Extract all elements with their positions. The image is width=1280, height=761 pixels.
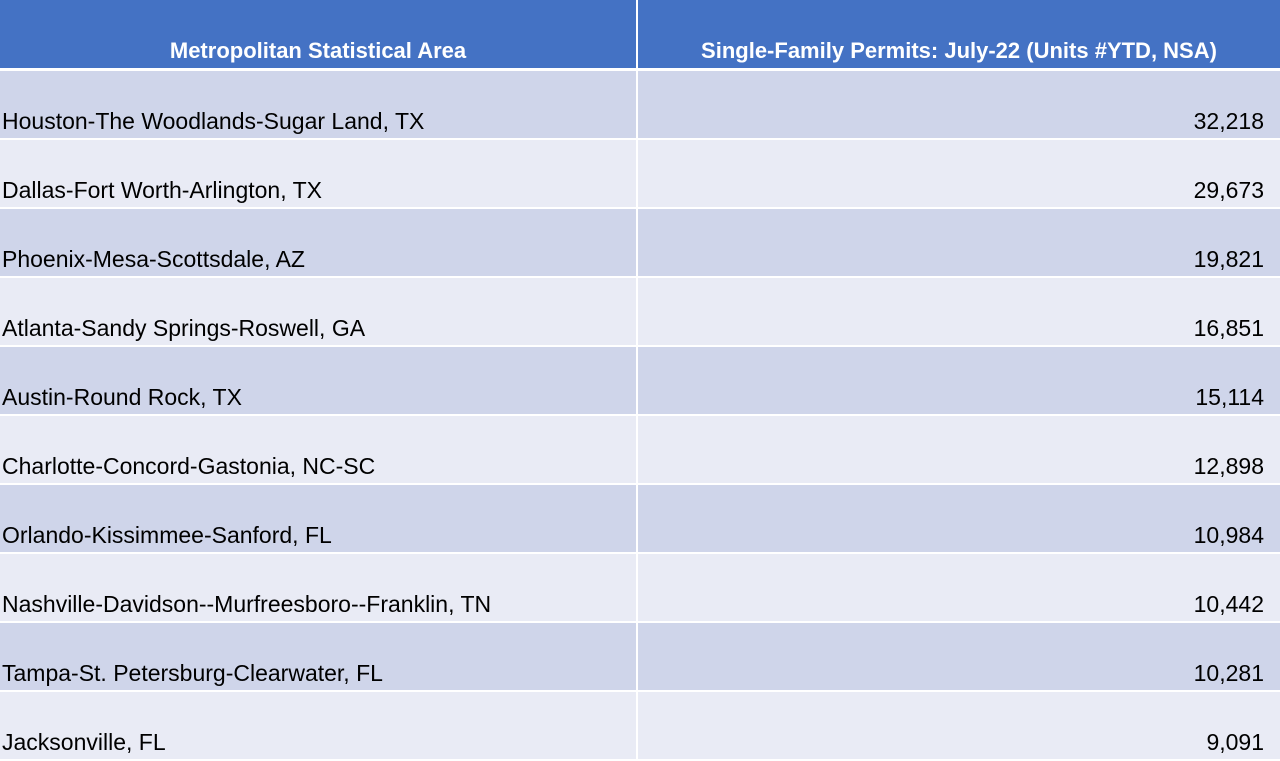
row-area: Atlanta-Sandy Springs-Roswell, GA bbox=[0, 277, 638, 347]
table-row: Charlotte-Concord-Gastonia, NC-SC 12,898 bbox=[0, 415, 1280, 485]
row-value: 10,281 bbox=[637, 622, 1280, 692]
table-row: Jacksonville, FL 9,091 bbox=[0, 691, 1280, 761]
row-area: Phoenix-Mesa-Scottsdale, AZ bbox=[0, 208, 638, 278]
table-row: Orlando-Kissimmee-Sanford, FL 10,984 bbox=[0, 484, 1280, 554]
row-area: Nashville-Davidson--Murfreesboro--Frankl… bbox=[0, 553, 638, 623]
row-value: 15,114 bbox=[637, 346, 1280, 416]
table-row: Austin-Round Rock, TX 15,114 bbox=[0, 346, 1280, 416]
row-area: Austin-Round Rock, TX bbox=[0, 346, 638, 416]
row-area: Tampa-St. Petersburg-Clearwater, FL bbox=[0, 622, 638, 692]
row-value: 9,091 bbox=[637, 691, 1280, 761]
table-row: Dallas-Fort Worth-Arlington, TX 29,673 bbox=[0, 139, 1280, 209]
row-area: Houston-The Woodlands-Sugar Land, TX bbox=[0, 69, 638, 140]
table-row: Atlanta-Sandy Springs-Roswell, GA 16,851 bbox=[0, 277, 1280, 347]
row-area: Charlotte-Concord-Gastonia, NC-SC bbox=[0, 415, 638, 485]
row-area: Jacksonville, FL bbox=[0, 691, 638, 761]
header-area: Metropolitan Statistical Area bbox=[0, 0, 638, 71]
header-permits: Single-Family Permits: July-22 (Units #Y… bbox=[637, 0, 1280, 71]
row-value: 29,673 bbox=[637, 139, 1280, 209]
row-value: 32,218 bbox=[637, 69, 1280, 140]
table-row: Tampa-St. Petersburg-Clearwater, FL 10,2… bbox=[0, 622, 1280, 692]
table-header-row: Metropolitan Statistical Area Single-Fam… bbox=[0, 0, 1280, 71]
row-value: 10,984 bbox=[637, 484, 1280, 554]
table-row: Nashville-Davidson--Murfreesboro--Frankl… bbox=[0, 553, 1280, 623]
row-value: 16,851 bbox=[637, 277, 1280, 347]
row-area: Orlando-Kissimmee-Sanford, FL bbox=[0, 484, 638, 554]
table-row: Phoenix-Mesa-Scottsdale, AZ 19,821 bbox=[0, 208, 1280, 278]
table-row: Houston-The Woodlands-Sugar Land, TX 32,… bbox=[0, 69, 1280, 140]
row-area: Dallas-Fort Worth-Arlington, TX bbox=[0, 139, 638, 209]
row-value: 19,821 bbox=[637, 208, 1280, 278]
row-value: 12,898 bbox=[637, 415, 1280, 485]
row-value: 10,442 bbox=[637, 553, 1280, 623]
